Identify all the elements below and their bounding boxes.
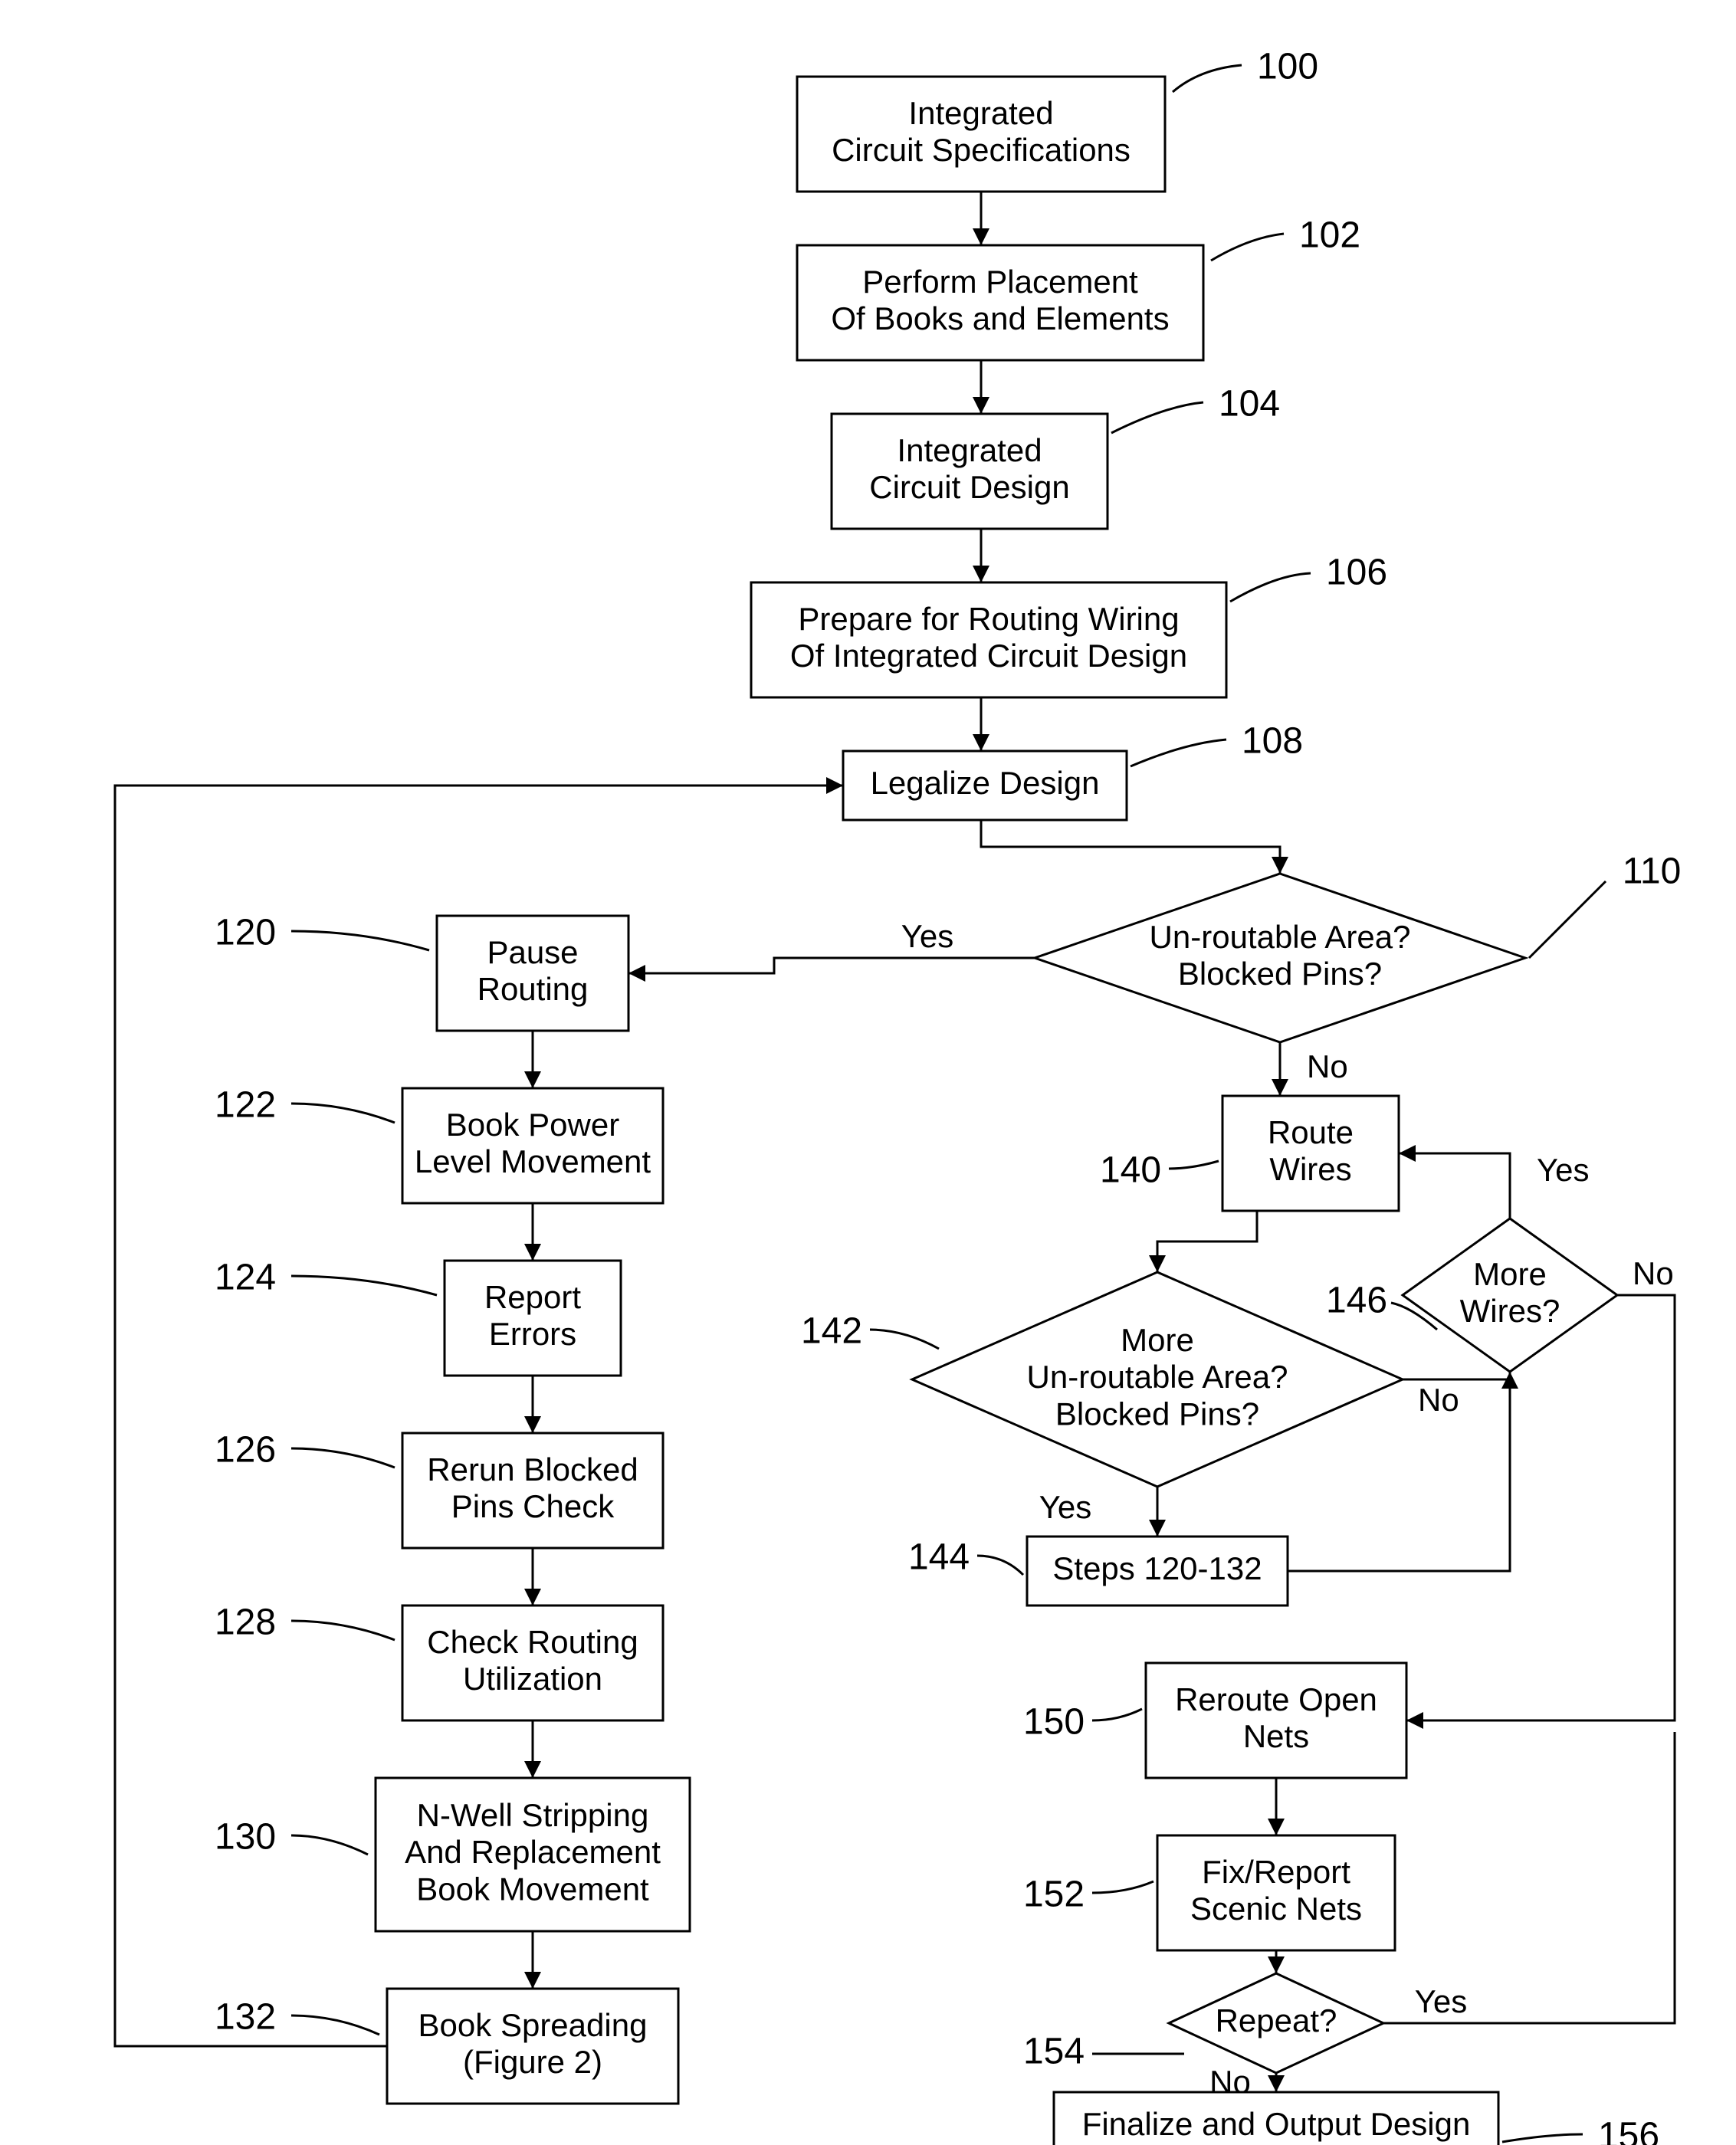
svg-text:Errors: Errors: [489, 1316, 576, 1352]
svg-text:More: More: [1473, 1256, 1547, 1292]
svg-text:Route: Route: [1268, 1114, 1354, 1150]
n146: MoreWires?: [1403, 1218, 1617, 1372]
n110: Un-routable Area?Blocked Pins?: [1035, 874, 1525, 1042]
n150: Reroute OpenNets: [1146, 1663, 1406, 1778]
svg-text:And Replacement: And Replacement: [405, 1834, 661, 1870]
ref-132: 132: [215, 1997, 276, 2038]
ref-104: 104: [1219, 384, 1280, 425]
svg-text:Finalize and Output Design: Finalize and Output Design: [1082, 2106, 1471, 2142]
n106: Prepare for Routing WiringOf Integrated …: [751, 582, 1226, 697]
n108: Legalize Design: [843, 751, 1127, 820]
svg-text:More: More: [1121, 1322, 1194, 1358]
svg-text:Un-routable Area?: Un-routable Area?: [1150, 919, 1411, 955]
svg-text:Pins Check: Pins Check: [451, 1488, 615, 1524]
svg-text:Blocked Pins?: Blocked Pins?: [1055, 1396, 1259, 1432]
svg-text:No: No: [1418, 1382, 1459, 1418]
svg-text:Book Spreading: Book Spreading: [418, 2007, 648, 2043]
svg-text:Fix/Report: Fix/Report: [1202, 1854, 1350, 1890]
svg-text:Scenic Nets: Scenic Nets: [1190, 1891, 1362, 1927]
svg-text:Integrated: Integrated: [908, 95, 1053, 131]
svg-text:Check Routing: Check Routing: [427, 1624, 638, 1660]
nodes: IntegratedCircuit SpecificationsPerform …: [376, 77, 1617, 2145]
svg-text:Wires?: Wires?: [1460, 1293, 1560, 1329]
svg-text:N-Well Stripping: N-Well Stripping: [417, 1797, 649, 1833]
ref-124: 124: [215, 1258, 276, 1298]
flowchart-canvas: YesNoYesNoYesNoNoYes IntegratedCircuit S…: [0, 0, 1736, 2145]
svg-text:Nets: Nets: [1243, 1718, 1309, 1754]
svg-text:No: No: [1633, 1255, 1674, 1291]
ref-120: 120: [215, 913, 276, 953]
ref-156: 156: [1598, 2116, 1659, 2145]
svg-text:Blocked Pins?: Blocked Pins?: [1178, 956, 1382, 992]
svg-text:Wires: Wires: [1269, 1151, 1351, 1187]
ref-140: 140: [1100, 1150, 1161, 1191]
svg-text:Yes: Yes: [1537, 1152, 1590, 1188]
n104: IntegratedCircuit Design: [832, 414, 1108, 529]
svg-text:Yes: Yes: [1039, 1489, 1092, 1525]
n124: ReportErrors: [445, 1261, 621, 1376]
svg-text:Repeat?: Repeat?: [1216, 2002, 1337, 2038]
svg-text:Routing: Routing: [477, 971, 589, 1007]
ref-152: 152: [1023, 1874, 1085, 1915]
ref-122: 122: [215, 1085, 276, 1126]
n102: Perform PlacementOf Books and Elements: [797, 245, 1203, 360]
svg-text:Pause: Pause: [487, 934, 578, 970]
ref-108: 108: [1242, 721, 1303, 762]
ref-130: 130: [215, 1817, 276, 1858]
svg-text:Of Books and Elements: Of Books and Elements: [831, 300, 1169, 336]
svg-text:Circuit Design: Circuit Design: [869, 469, 1069, 505]
svg-text:Reroute Open: Reroute Open: [1175, 1681, 1377, 1717]
ref-146: 146: [1326, 1281, 1387, 1321]
n130: N-Well StrippingAnd ReplacementBook Move…: [376, 1778, 690, 1931]
svg-text:Of Integrated Circuit Design: Of Integrated Circuit Design: [790, 638, 1187, 674]
n128: Check RoutingUtilization: [402, 1605, 663, 1720]
ref-144: 144: [908, 1537, 970, 1578]
ref-102: 102: [1299, 215, 1360, 256]
n156: Finalize and Output Design: [1054, 2092, 1498, 2145]
n140: RouteWires: [1222, 1096, 1399, 1211]
svg-text:Rerun Blocked: Rerun Blocked: [427, 1451, 638, 1487]
svg-text:Yes: Yes: [1415, 1983, 1468, 2019]
n144: Steps 120-132: [1027, 1537, 1288, 1605]
svg-text:Book Movement: Book Movement: [416, 1871, 649, 1907]
ref-126: 126: [215, 1430, 276, 1471]
ref-150: 150: [1023, 1702, 1085, 1743]
svg-text:Un-routable Area?: Un-routable Area?: [1027, 1359, 1288, 1395]
n132: Book Spreading(Figure 2): [387, 1989, 678, 2104]
svg-text:Book Power: Book Power: [446, 1107, 619, 1143]
n152: Fix/ReportScenic Nets: [1157, 1835, 1395, 1950]
svg-text:Level Movement: Level Movement: [415, 1143, 651, 1179]
svg-text:Yes: Yes: [901, 918, 954, 954]
ref-106: 106: [1326, 553, 1387, 593]
svg-text:Utilization: Utilization: [463, 1661, 602, 1697]
n122: Book PowerLevel Movement: [402, 1088, 663, 1203]
svg-text:Integrated: Integrated: [897, 432, 1042, 468]
ref-142: 142: [801, 1311, 862, 1352]
n126: Rerun BlockedPins Check: [402, 1433, 663, 1548]
ref-110: 110: [1623, 851, 1682, 892]
svg-text:Prepare for Routing Wiring: Prepare for Routing Wiring: [798, 601, 1179, 637]
svg-text:Legalize Design: Legalize Design: [871, 765, 1100, 801]
svg-text:Perform Placement: Perform Placement: [862, 264, 1138, 300]
ref-154: 154: [1023, 2032, 1085, 2072]
ref-128: 128: [215, 1602, 276, 1643]
n100: IntegratedCircuit Specifications: [797, 77, 1165, 192]
svg-text:Report: Report: [484, 1279, 581, 1315]
n120: PauseRouting: [437, 916, 628, 1031]
svg-text:No: No: [1307, 1048, 1348, 1084]
svg-text:Circuit Specifications: Circuit Specifications: [832, 132, 1131, 168]
svg-text:Steps 120-132: Steps 120-132: [1052, 1550, 1262, 1586]
svg-text:(Figure 2): (Figure 2): [463, 2044, 602, 2080]
ref-100: 100: [1257, 47, 1318, 87]
n154: Repeat?: [1169, 1973, 1383, 2073]
